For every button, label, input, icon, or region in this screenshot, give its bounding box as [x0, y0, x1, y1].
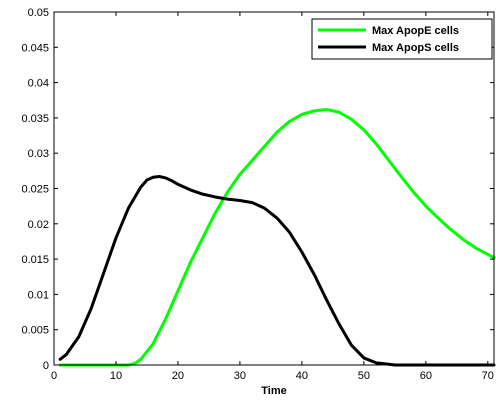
series-line-1 [58, 107, 496, 367]
x-tick-label: 20 [172, 370, 184, 382]
x-tick-label: 0 [51, 370, 57, 382]
x-tick-label: 50 [358, 370, 370, 382]
y-tick-label: 0.05 [28, 7, 49, 19]
y-tick-label: 0.02 [28, 219, 49, 231]
series-lines [58, 107, 496, 367]
x-tick-label: 60 [420, 370, 432, 382]
axes: 0 10 20 30 40 50 60 70 0 0.005 0.01 0.015 0.02 0.025 0… [21, 7, 495, 382]
y-tick-label: 0.045 [21, 42, 49, 54]
y-tick-label: 0.03 [28, 148, 49, 160]
legend-label-2: Max ApopS cells [372, 42, 459, 54]
x-tick-label: 40 [296, 370, 308, 382]
legend-box [311, 18, 493, 60]
x-tick-label: 70 [482, 370, 494, 382]
y-tick-label: 0.025 [21, 184, 49, 196]
plot-background [54, 12, 494, 365]
plot-area [54, 12, 494, 365]
x-tick-label: 10 [110, 370, 122, 382]
y-tick-label: 0.005 [21, 325, 49, 337]
legend: Max ApopE cells Max ApopS cells [311, 18, 493, 60]
x-tick-label: 30 [234, 370, 246, 382]
y-tick-label: 0.01 [28, 289, 49, 301]
y-tick-label: 0 [43, 360, 49, 372]
series-line-2 [58, 175, 496, 367]
y-tick-label: 0.035 [21, 113, 49, 125]
y-tick-label: 0.015 [21, 254, 49, 266]
y-tick-label: 0.04 [28, 78, 49, 90]
legend-label-1: Max ApopE cells [372, 25, 459, 37]
x-axis-title: Time [261, 385, 286, 397]
